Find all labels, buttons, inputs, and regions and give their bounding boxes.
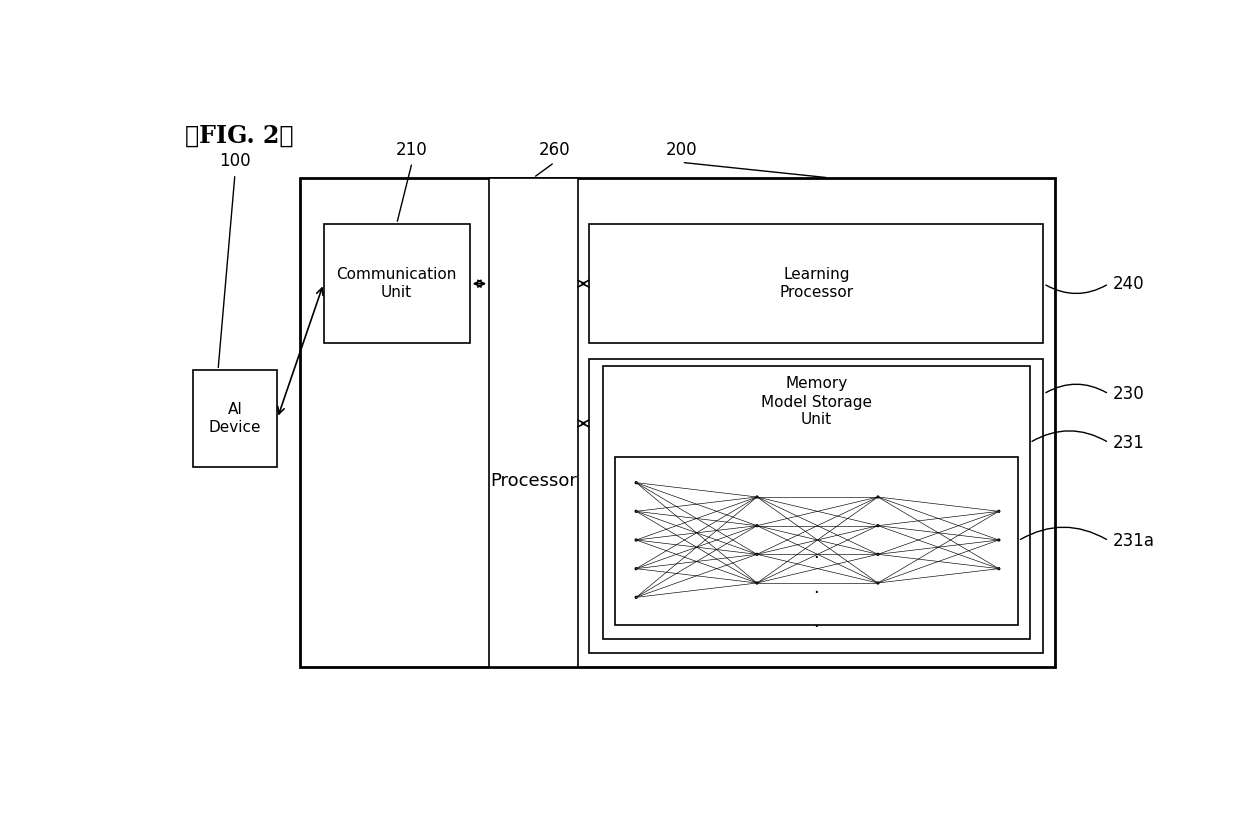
Circle shape — [636, 567, 637, 570]
Text: 100: 100 — [219, 152, 250, 170]
Circle shape — [636, 539, 637, 541]
Text: 210: 210 — [396, 141, 427, 159]
Circle shape — [997, 567, 1000, 570]
Text: 【FIG. 2】: 【FIG. 2】 — [185, 124, 294, 148]
Text: 231: 231 — [1113, 433, 1145, 452]
Circle shape — [997, 539, 1000, 541]
Circle shape — [877, 582, 878, 584]
Text: 240: 240 — [1113, 275, 1145, 293]
Circle shape — [877, 496, 878, 498]
Circle shape — [756, 496, 758, 498]
Text: 231a: 231a — [1113, 532, 1155, 550]
Bar — [300, 178, 1056, 667]
Text: AI
Device: AI Device — [208, 402, 261, 435]
Text: Model Storage
Unit: Model Storage Unit — [761, 394, 872, 428]
Text: .
.
.: . . . — [814, 543, 819, 631]
Text: Communication
Unit: Communication Unit — [337, 267, 457, 300]
Text: 260: 260 — [539, 141, 570, 159]
Text: Processor: Processor — [489, 472, 577, 490]
Circle shape — [756, 553, 758, 555]
Bar — [489, 178, 577, 667]
Circle shape — [756, 524, 758, 527]
Text: 200: 200 — [665, 141, 698, 159]
Bar — [615, 457, 1018, 625]
Circle shape — [636, 510, 637, 512]
Bar — [603, 366, 1030, 639]
Text: 230: 230 — [1113, 385, 1145, 403]
Bar — [323, 224, 470, 343]
Circle shape — [756, 582, 758, 584]
Circle shape — [997, 510, 1000, 512]
Text: Memory: Memory — [786, 375, 847, 391]
Bar — [590, 224, 1043, 343]
Circle shape — [636, 596, 637, 598]
Circle shape — [877, 553, 878, 555]
Bar — [192, 370, 278, 466]
Bar — [590, 359, 1043, 653]
Circle shape — [877, 524, 878, 527]
Text: Learning
Processor: Learning Processor — [779, 267, 854, 300]
Circle shape — [636, 481, 637, 484]
